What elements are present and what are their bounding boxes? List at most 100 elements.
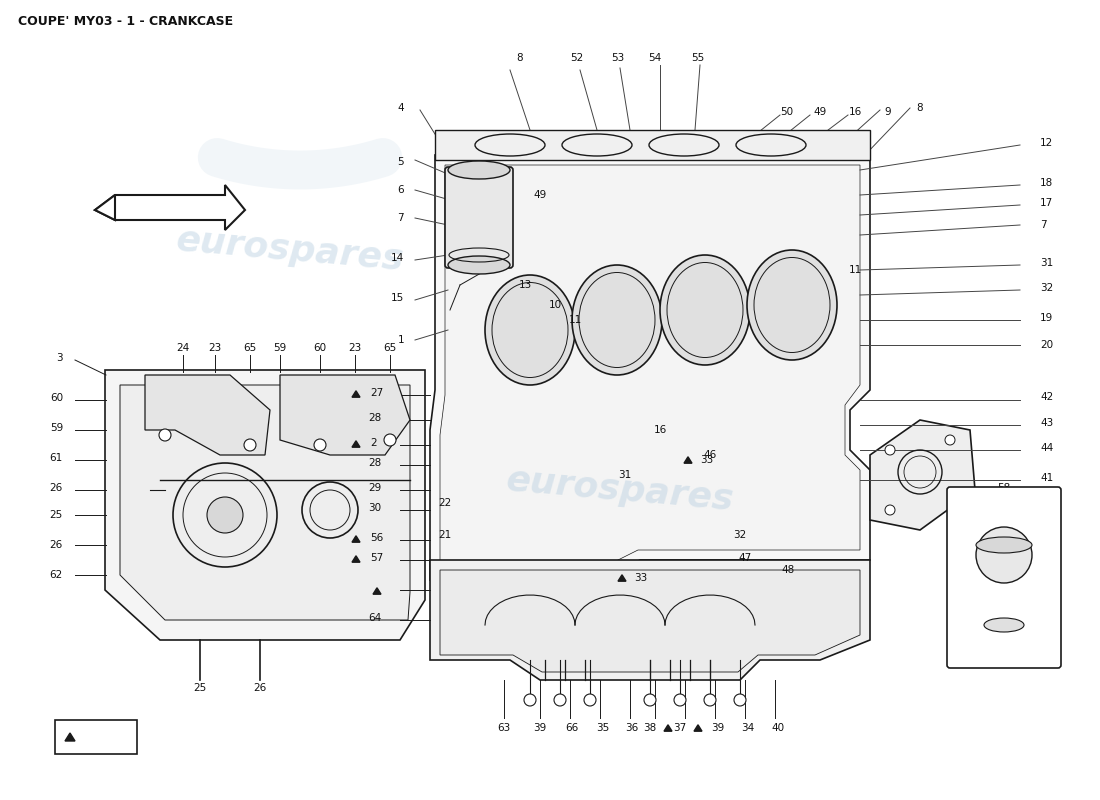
Text: 17: 17 (1040, 198, 1054, 208)
Text: 57: 57 (370, 553, 383, 563)
Text: 49: 49 (534, 190, 547, 200)
Text: 51: 51 (459, 220, 472, 230)
Text: 7: 7 (1040, 220, 1046, 230)
Circle shape (314, 439, 326, 451)
Text: 25: 25 (194, 683, 207, 693)
Text: 55: 55 (692, 53, 705, 63)
Text: 20: 20 (1040, 340, 1053, 350)
Text: 38: 38 (644, 723, 657, 733)
Text: 29: 29 (368, 483, 382, 493)
Text: 54: 54 (648, 53, 661, 63)
Polygon shape (440, 570, 860, 672)
Text: 66: 66 (565, 723, 579, 733)
Ellipse shape (572, 265, 662, 375)
Text: 59: 59 (274, 343, 287, 353)
Text: COUPE' MY03 - 1 - CRANKCASE: COUPE' MY03 - 1 - CRANKCASE (18, 15, 233, 28)
Circle shape (674, 694, 686, 706)
Circle shape (644, 694, 656, 706)
Text: 27: 27 (370, 388, 383, 398)
Text: 13: 13 (518, 280, 531, 290)
Polygon shape (434, 130, 870, 160)
Text: 26: 26 (253, 683, 266, 693)
Circle shape (207, 497, 243, 533)
Text: 43: 43 (1040, 418, 1054, 428)
Circle shape (554, 694, 566, 706)
Polygon shape (145, 375, 270, 455)
Text: USA-CDN: USA-CDN (981, 498, 1026, 508)
Text: 47: 47 (738, 553, 751, 563)
Circle shape (976, 527, 1032, 583)
Text: 64: 64 (368, 613, 382, 623)
Text: 41: 41 (1040, 473, 1054, 483)
Polygon shape (352, 556, 360, 562)
Text: 14: 14 (390, 253, 404, 263)
Text: 58: 58 (998, 483, 1011, 493)
Text: 34: 34 (741, 723, 755, 733)
Text: 63: 63 (497, 723, 510, 733)
Polygon shape (95, 195, 116, 220)
Circle shape (945, 435, 955, 445)
Text: 42: 42 (1040, 392, 1054, 402)
Text: 19: 19 (1040, 313, 1054, 323)
Text: 36: 36 (626, 723, 639, 733)
Text: 28: 28 (368, 413, 382, 423)
Text: 26: 26 (50, 483, 63, 493)
Text: 25: 25 (50, 510, 63, 520)
Polygon shape (352, 441, 360, 447)
Text: 30: 30 (368, 503, 381, 513)
Circle shape (886, 445, 895, 455)
Circle shape (244, 439, 256, 451)
Polygon shape (104, 370, 425, 640)
Polygon shape (618, 574, 626, 581)
Text: 28: 28 (368, 458, 382, 468)
Text: 8: 8 (517, 53, 524, 63)
Text: 62: 62 (50, 570, 63, 580)
Text: 23: 23 (208, 343, 221, 353)
Text: = 1: = 1 (100, 730, 121, 743)
Text: 37: 37 (673, 723, 686, 733)
Text: 4: 4 (397, 103, 404, 113)
Text: 7: 7 (397, 213, 404, 223)
Text: 52: 52 (571, 53, 584, 63)
Text: 8: 8 (916, 103, 923, 113)
Text: 24: 24 (176, 343, 189, 353)
Text: 2: 2 (370, 438, 376, 448)
Circle shape (950, 505, 960, 515)
Polygon shape (430, 560, 870, 680)
Text: 15: 15 (390, 293, 404, 303)
Text: 53: 53 (612, 53, 625, 63)
Ellipse shape (660, 255, 750, 365)
Text: 32: 32 (1040, 283, 1054, 293)
Text: 1: 1 (397, 335, 404, 345)
Text: 65: 65 (384, 343, 397, 353)
Polygon shape (684, 457, 692, 463)
FancyBboxPatch shape (947, 487, 1062, 668)
Text: 12: 12 (1040, 138, 1054, 148)
Text: 45: 45 (998, 650, 1011, 660)
Text: 46: 46 (703, 450, 716, 460)
Text: 16: 16 (848, 107, 861, 117)
Circle shape (704, 694, 716, 706)
Text: 60: 60 (50, 393, 63, 403)
Polygon shape (373, 588, 381, 594)
Ellipse shape (984, 618, 1024, 632)
Text: 21: 21 (438, 530, 451, 540)
FancyBboxPatch shape (446, 167, 513, 268)
Text: 49: 49 (813, 107, 826, 117)
Text: 50: 50 (780, 107, 793, 117)
Ellipse shape (448, 161, 510, 179)
Ellipse shape (747, 250, 837, 360)
Text: 6: 6 (397, 185, 404, 195)
Text: 44: 44 (1040, 443, 1054, 453)
Text: 23: 23 (349, 343, 362, 353)
Polygon shape (65, 733, 75, 741)
Circle shape (734, 694, 746, 706)
Circle shape (524, 694, 536, 706)
Text: 65: 65 (243, 343, 256, 353)
Text: 39: 39 (534, 723, 547, 733)
Text: 11: 11 (569, 315, 582, 325)
Text: 31: 31 (618, 470, 631, 480)
Circle shape (886, 505, 895, 515)
Ellipse shape (976, 537, 1032, 553)
Text: 26: 26 (50, 540, 63, 550)
